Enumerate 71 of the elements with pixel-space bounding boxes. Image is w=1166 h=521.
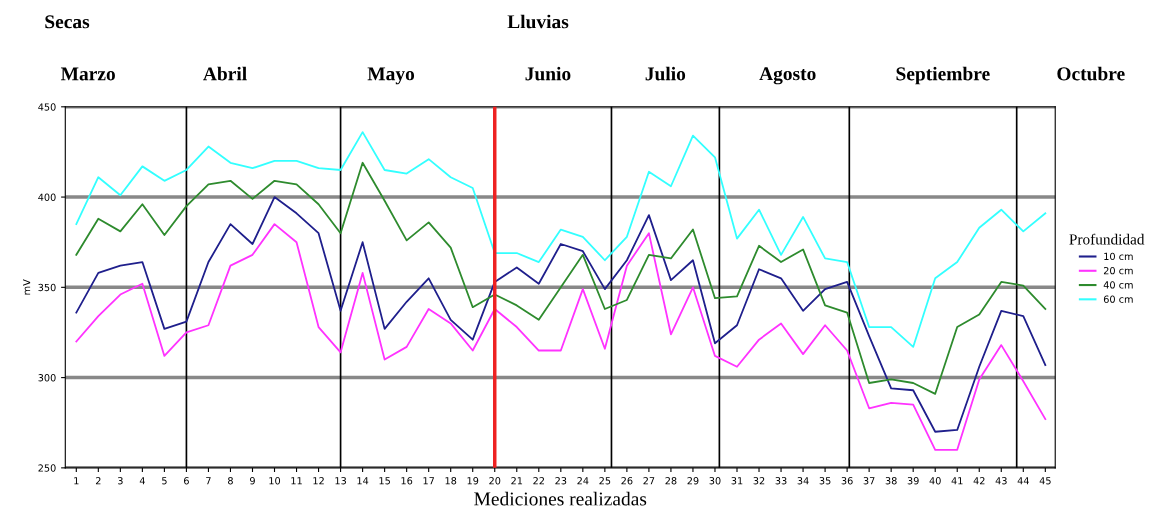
x-tick-label: 30 (709, 477, 721, 485)
x-tick-label: 27 (643, 477, 655, 485)
y-tick-label: 250 (38, 464, 56, 472)
x-tick-label: 4 (139, 477, 145, 485)
x-tick-label: 45 (1039, 477, 1051, 485)
text: Secas (45, 15, 90, 29)
x-tick-label: 8 (228, 477, 233, 485)
x-tick-label: 15 (379, 477, 390, 485)
y-axis-title: mV (23, 279, 31, 295)
text: Marzo (60, 67, 115, 81)
y-tick-label: 300 (38, 374, 56, 382)
text: Julio (645, 66, 686, 81)
x-tick-label: 33 (775, 477, 787, 485)
line-series (75, 131, 1047, 348)
x-tick-label: 25 (599, 477, 611, 485)
x-tick-label: 32 (753, 477, 765, 485)
x-tick-label: 24 (577, 477, 589, 485)
x-tick-label: 2 (95, 477, 101, 485)
x-tick-label: 14 (357, 477, 369, 485)
x-tick-label: 40 (929, 477, 941, 485)
legend-label: 20 cm (1103, 266, 1133, 275)
x-tick-label: 12 (313, 477, 324, 485)
x-tick-label: 18 (445, 477, 457, 485)
x-tick-label: 36 (841, 477, 853, 485)
x-tick-label: 17 (423, 477, 435, 485)
x-tick-label: 42 (973, 477, 985, 485)
x-tick-label: 35 (819, 477, 831, 485)
legend-title: Profundidad (1069, 233, 1145, 245)
x-tick-label: 41 (951, 477, 963, 485)
x-tick-label: 10 (269, 477, 281, 485)
x-tick-label: 13 (335, 477, 346, 485)
line-series (75, 196, 1047, 433)
x-tick-label: 26 (621, 477, 633, 485)
x-axis-title: Mediciones realizadas (474, 491, 647, 506)
x-tick-label: 3 (118, 477, 123, 485)
text: Mayo (367, 67, 415, 85)
x-tick-label: 19 (467, 477, 479, 485)
x-tick-label: 43 (995, 477, 1007, 485)
x-tick-label: 9 (250, 477, 255, 485)
text: Octubre (1057, 66, 1125, 81)
x-tick-label: 34 (797, 477, 809, 485)
x-tick-label: 5 (162, 477, 167, 485)
x-tick-label: 44 (1017, 477, 1029, 485)
legend-label: 40 cm (1103, 281, 1133, 289)
x-tick-label: 29 (687, 477, 699, 485)
x-tick-label: 31 (731, 477, 743, 485)
x-tick-label: 22 (533, 477, 544, 485)
x-tick-label: 21 (511, 477, 523, 485)
y-tick-label: 400 (38, 193, 56, 201)
line-series (75, 223, 1047, 451)
x-tick-label: 1 (74, 477, 79, 485)
y-tick-label: 450 (38, 103, 56, 111)
x-tick-label: 20 (489, 477, 501, 485)
x-tick-label: 37 (863, 477, 875, 485)
text: Junio (525, 66, 571, 81)
x-tick-label: 16 (401, 477, 413, 485)
y-tick-label: 350 (38, 283, 56, 292)
x-tick-label: 39 (907, 477, 919, 485)
x-tick-label: 6 (184, 477, 189, 485)
x-tick-label: 28 (665, 477, 677, 485)
text: Lluvias (507, 14, 569, 29)
x-tick-label: 23 (555, 477, 567, 485)
x-tick-label: 11 (291, 477, 302, 485)
legend-label: 60 cm (1103, 295, 1133, 303)
text: Septiembre (896, 66, 990, 85)
text: Agosto (759, 67, 816, 85)
x-tick-label: 38 (885, 477, 897, 485)
text: Abril (203, 66, 247, 81)
line-series (75, 161, 1047, 395)
x-tick-label: 7 (206, 477, 211, 485)
legend-label: 10 cm (1104, 252, 1133, 261)
